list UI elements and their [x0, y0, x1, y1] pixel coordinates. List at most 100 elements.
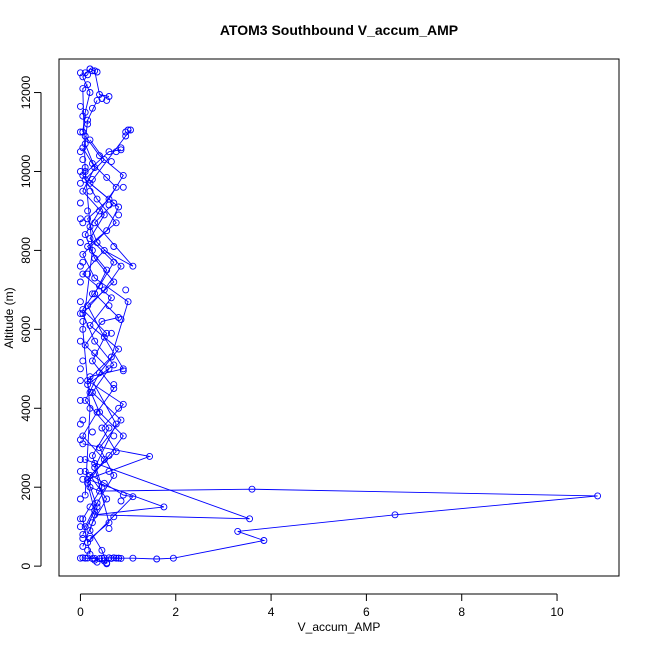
data-point: [91, 219, 99, 227]
data-point: [169, 554, 177, 562]
y-tick-label: 6000: [19, 316, 33, 343]
data-point: [246, 515, 254, 523]
data-point: [79, 475, 87, 483]
data-point: [91, 460, 99, 467]
x-tick-label: 6: [363, 605, 370, 619]
data-point: [110, 471, 118, 479]
series-line-10: [82, 84, 93, 496]
data-point: [81, 108, 89, 116]
data-point: [153, 555, 161, 563]
data-point: [110, 278, 118, 286]
data-point: [98, 317, 106, 325]
data-point: [110, 361, 118, 369]
data-point: [91, 290, 99, 298]
data-point: [112, 448, 120, 456]
data-point: [79, 432, 87, 440]
data-point: [76, 515, 84, 523]
data-point: [79, 317, 87, 325]
data-point: [79, 112, 87, 120]
data-point: [84, 243, 92, 250]
data-point: [81, 69, 89, 77]
x-tick-label: 10: [550, 605, 564, 619]
data-point: [122, 128, 130, 136]
chart-title: ATOM3 Southbound V_accum_AMP: [220, 22, 458, 38]
data-point: [76, 262, 84, 270]
data-point: [84, 479, 92, 487]
data-point: [81, 341, 89, 349]
data-point: [91, 254, 99, 262]
y-tick-label: 0: [19, 562, 33, 569]
data-point: [107, 294, 115, 302]
data-point: [76, 239, 84, 246]
data-point: [119, 365, 127, 373]
data-point: [81, 491, 89, 499]
data-point: [88, 428, 96, 436]
data-point: [79, 440, 87, 448]
data-point: [81, 396, 89, 404]
data-point: [79, 128, 87, 136]
data-point: [76, 278, 84, 286]
data-point: [112, 554, 120, 562]
data-point: [84, 302, 92, 310]
x-tick-label: 0: [77, 605, 84, 619]
data-point: [79, 416, 87, 424]
data-point: [91, 164, 99, 171]
data-point: [79, 144, 87, 152]
data-point: [115, 314, 123, 321]
data-point: [91, 337, 99, 345]
data-point: [100, 156, 108, 164]
data-point: [112, 148, 120, 156]
data-point: [119, 400, 127, 408]
data-point: [96, 207, 103, 215]
data-point: [105, 148, 113, 156]
data-point: [119, 367, 127, 375]
data-point: [76, 495, 84, 503]
data-point: [100, 456, 108, 464]
data-point: [76, 523, 84, 531]
data-point: [86, 373, 94, 381]
data-point: [98, 483, 106, 491]
data-point: [84, 554, 92, 562]
data-point: [84, 215, 92, 223]
data-point: [93, 558, 101, 566]
data-point: [100, 554, 108, 562]
data-point: [76, 179, 84, 187]
data-point: [79, 515, 87, 523]
data-point: [79, 258, 87, 266]
data-point: [105, 201, 113, 209]
data-point: [81, 164, 89, 171]
data-point: [81, 140, 89, 148]
data-point: [129, 262, 137, 270]
data-point: [79, 270, 87, 278]
data-point: [98, 95, 106, 102]
data-point: [260, 537, 268, 544]
data-point: [84, 81, 92, 89]
series-line-11: [82, 147, 125, 539]
data-point: [93, 195, 101, 203]
data-point: [76, 69, 84, 77]
data-point: [103, 227, 111, 235]
data-point: [86, 89, 94, 96]
data-point: [86, 223, 94, 231]
data-point: [79, 535, 87, 542]
data-point: [76, 467, 84, 475]
data-point: [76, 554, 84, 562]
data-point: [160, 503, 168, 511]
data-point: [103, 560, 111, 568]
data-point: [91, 554, 99, 562]
y-tick-label: 10000: [19, 154, 33, 188]
data-point: [115, 554, 123, 562]
data-point: [105, 424, 113, 432]
data-point: [103, 495, 111, 503]
data-point: [79, 85, 87, 93]
data-point: [103, 173, 111, 181]
x-tick-label: 4: [268, 605, 275, 619]
data-point: [100, 333, 108, 341]
data-point: [88, 357, 96, 365]
data-point: [79, 250, 87, 258]
data-point: [119, 183, 127, 191]
data-point: [79, 156, 87, 164]
data-point: [110, 199, 118, 207]
data-point: [86, 389, 94, 396]
series-line-8: [82, 100, 115, 535]
